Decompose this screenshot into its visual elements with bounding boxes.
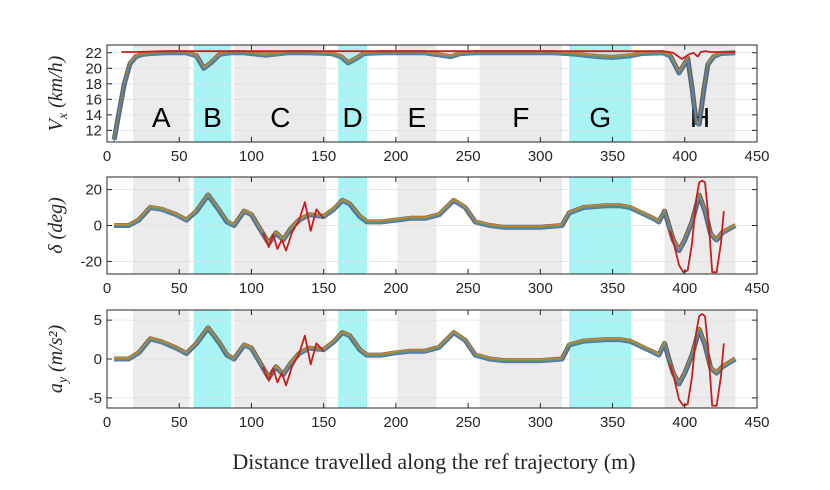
panel-1-ytick-label: -20 xyxy=(80,253,102,270)
region-label-e: E xyxy=(407,102,426,133)
panel-2-y-axis-label: ay (m/s²) xyxy=(45,325,71,394)
region-label-b: B xyxy=(203,102,222,133)
panel-1-ytick-label: 0 xyxy=(94,218,102,235)
region-label-c: C xyxy=(270,102,290,133)
panel-0-xtick-label: 200 xyxy=(383,148,408,165)
panel-1-y-axis-label: δ (deg) xyxy=(45,197,67,254)
panel-2-xtick-label: 200 xyxy=(383,414,408,431)
panel-2-xtick-label: 300 xyxy=(528,414,553,431)
panel-2-trace-2 xyxy=(114,328,736,387)
panel-0-axes-box xyxy=(106,44,758,143)
panel-1-xtick-label: 0 xyxy=(103,280,111,297)
panel-2-xtick-label: 100 xyxy=(239,414,264,431)
region-label-g: G xyxy=(589,102,611,133)
region-label-f: F xyxy=(512,102,529,133)
panel-1-trace-2 xyxy=(114,195,736,253)
panel-2-xtick-label: 450 xyxy=(744,414,769,431)
panel-1-xtick-label: 450 xyxy=(744,280,769,297)
panel-0-ytick-label: 18 xyxy=(85,76,102,93)
panel-0-xtick-label: 100 xyxy=(239,148,264,165)
panel-0-xtick-label: 0 xyxy=(103,148,111,165)
panel-0-xtick-label: 250 xyxy=(456,148,481,165)
panel-1-xtick-label: 250 xyxy=(456,280,481,297)
panel-0-region-g xyxy=(569,45,632,142)
panel-0-region-c xyxy=(234,45,327,142)
region-label-d: D xyxy=(342,102,362,133)
panel-0-xtick-label: 300 xyxy=(528,148,553,165)
panel-0-ytick-label: 12 xyxy=(85,122,102,139)
panel-0-ytick-label: 20 xyxy=(85,60,102,77)
velocity-panel: A B C D E F G H0 50 100 150 200 250 300 350 400 45012141… xyxy=(45,44,770,165)
panel-0-xtick-label: 50 xyxy=(171,148,188,165)
panel-2-ytick-label: -5 xyxy=(89,390,102,407)
x-axis-label: Distance travelled along the ref traject… xyxy=(232,449,635,474)
panel-1-red-trace-1 xyxy=(262,201,325,252)
panel-2-xtick-label: 400 xyxy=(672,414,697,431)
panel-1-xtick-label: 50 xyxy=(171,280,188,297)
panel-0-y-axis-label: Vx (km/h) xyxy=(45,55,71,131)
panel-1-ytick-label: 20 xyxy=(85,182,102,199)
panel-0-xtick-label: 350 xyxy=(600,148,625,165)
panel-0-ytick-label: 14 xyxy=(85,107,102,124)
panel-2-red-trace-2 xyxy=(669,312,725,407)
panel-1-red-trace-2 xyxy=(669,179,725,274)
panel-0-region-e xyxy=(397,45,437,142)
panel-1-xtick-label: 400 xyxy=(672,280,697,297)
panel-2-xtick-label: 150 xyxy=(311,414,336,431)
panel-2-xtick-label: 250 xyxy=(456,414,481,431)
panel-0-region-a xyxy=(133,45,190,142)
panel-0-red-trace-1 xyxy=(121,50,736,60)
panel-0-xtick-label: 150 xyxy=(311,148,336,165)
panel-2-ytick-label: 5 xyxy=(94,312,102,329)
panel-2-ytick-label: 0 xyxy=(94,351,102,368)
panel-1-xtick-label: 300 xyxy=(528,280,553,297)
panel-0-trace-2 xyxy=(113,53,736,142)
panel-2-red-trace-1 xyxy=(262,334,325,387)
panel-2-xtick-label: 350 xyxy=(600,414,625,431)
panel-0-ytick-label: 16 xyxy=(85,91,102,108)
panel-0-xtick-label: 450 xyxy=(744,148,769,165)
region-label-a: A xyxy=(152,102,171,133)
panel-0-region-f xyxy=(479,45,562,142)
panel-2-xtick-label: 50 xyxy=(171,414,188,431)
panel-2-xtick-label: 0 xyxy=(103,414,111,431)
panel-0-ytick-label: 22 xyxy=(85,45,102,62)
panel-0-xtick-label: 400 xyxy=(672,148,697,165)
panel-1-xtick-label: 200 xyxy=(383,280,408,297)
panel-1-xtick-label: 150 xyxy=(311,280,336,297)
panel-1-xtick-label: 100 xyxy=(239,280,264,297)
panel-1-xtick-label: 350 xyxy=(600,280,625,297)
